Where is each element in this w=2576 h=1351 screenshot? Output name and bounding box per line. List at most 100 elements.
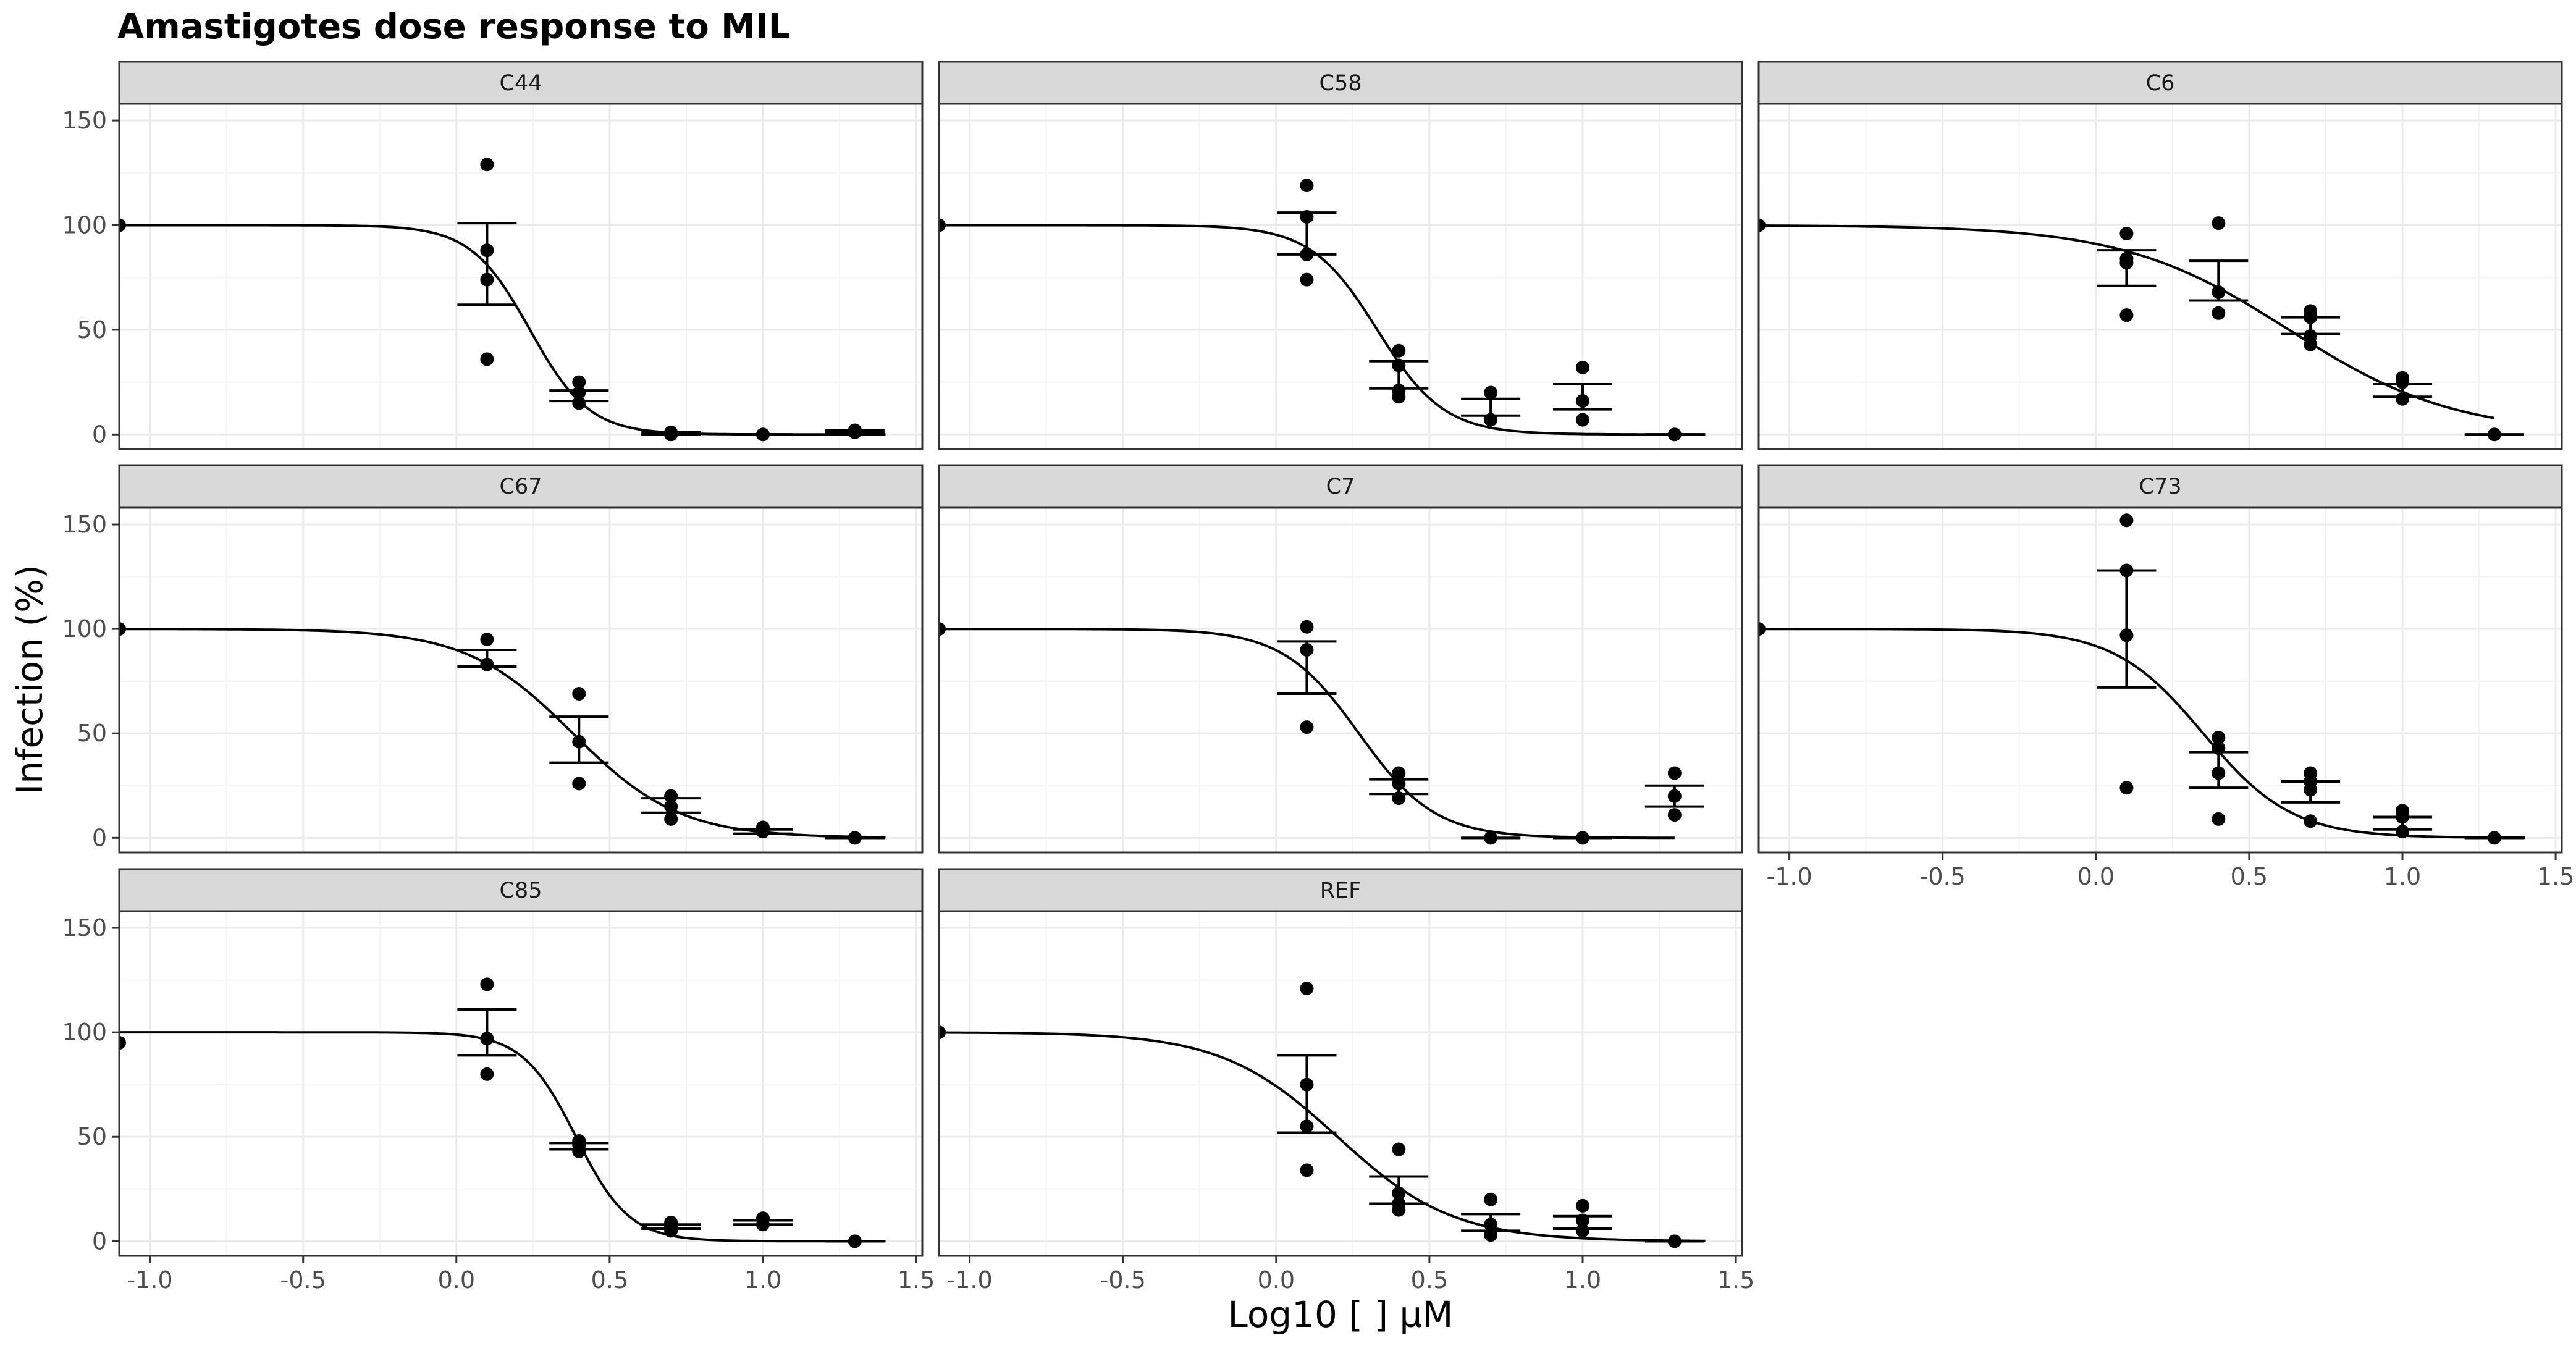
data-points	[1759, 216, 2501, 442]
strip-background	[938, 868, 1743, 912]
x-tick-label: 0.5	[591, 1266, 628, 1294]
data-point	[1392, 1142, 1406, 1156]
strip-background	[118, 464, 924, 508]
data-point	[1484, 385, 1498, 400]
data-point	[848, 1234, 862, 1248]
panel-border	[938, 507, 1743, 854]
panel-border	[118, 910, 924, 1257]
data-point	[1300, 1077, 1314, 1092]
data-point	[1759, 622, 1766, 636]
data-point	[1575, 831, 1589, 845]
data-point	[2304, 783, 2318, 797]
data-point	[1667, 808, 1682, 822]
strip-background	[118, 61, 924, 105]
facet-panel-c44: C44 0 50 100 150	[62, 61, 924, 450]
data-point	[1300, 1163, 1314, 1177]
data-point	[2119, 781, 2134, 795]
data-point	[1300, 1119, 1314, 1134]
data-point	[2304, 814, 2318, 828]
data-point	[1392, 766, 1406, 780]
data-point	[1575, 1198, 1589, 1213]
data-point	[2212, 731, 2226, 744]
strip-label: C44	[500, 71, 542, 96]
data-point	[1667, 427, 1682, 442]
data-point	[572, 686, 586, 701]
panel-border	[118, 103, 924, 450]
data-point	[1300, 620, 1314, 634]
data-point	[1484, 1192, 1498, 1206]
x-tick-label: 1.0	[2384, 863, 2421, 890]
data-point	[664, 789, 678, 803]
data-point	[1300, 247, 1314, 261]
data-point	[119, 218, 126, 232]
data-point	[2212, 306, 2226, 320]
data-point	[1484, 1228, 1498, 1242]
strip-label: REF	[1320, 878, 1362, 903]
x-tick-label: 1.5	[1717, 1266, 1754, 1294]
data-point	[1300, 209, 1314, 224]
data-point	[939, 622, 946, 636]
data-point	[1300, 179, 1314, 193]
x-tick-label: 1.0	[744, 1266, 781, 1294]
data-point	[572, 375, 586, 389]
facet-panel-c7: C7	[938, 464, 1743, 854]
y-tick-label: 0	[92, 421, 107, 448]
data-point	[572, 734, 586, 749]
data-point	[480, 633, 494, 647]
y-tick-label: 150	[62, 511, 107, 538]
data-point	[1759, 218, 1766, 232]
x-tick-label: 0.5	[1411, 1266, 1448, 1294]
x-axis-title: Log10 [ ] µM	[1228, 1294, 1454, 1336]
data-point	[572, 385, 586, 400]
y-tick-label: 0	[92, 824, 107, 851]
fitted-curve	[939, 1031, 1706, 1242]
x-tick-label: -1.0	[127, 1266, 173, 1294]
data-point	[1392, 343, 1406, 358]
error-bar	[457, 222, 517, 306]
x-tick-label: -1.0	[1767, 863, 1812, 890]
x-tick-label: 1.0	[1564, 1266, 1601, 1294]
data-point	[1300, 642, 1314, 657]
y-tick-label: 100	[62, 211, 107, 238]
data-point	[2395, 825, 2409, 839]
y-tick-label: 50	[77, 316, 107, 343]
data-point	[1575, 413, 1589, 427]
x-tick-label: -0.5	[1920, 863, 1966, 890]
strip-background	[1757, 464, 2563, 508]
data-point	[1392, 390, 1406, 404]
data-point	[1575, 360, 1589, 374]
facet-panels: C44 0 50 100 150 C58 C6 C67 0 50 100 150 C7 C73 -1.0 -0…	[62, 61, 2574, 1294]
data-point	[2119, 513, 2134, 528]
data-point	[1484, 831, 1498, 845]
data-point	[1300, 720, 1314, 734]
data-point	[1667, 766, 1682, 780]
panel-border	[118, 507, 924, 854]
strip-background	[118, 868, 924, 912]
fitted-curve	[119, 1031, 886, 1243]
data-point	[939, 1025, 946, 1040]
data-point	[480, 977, 494, 991]
data-point	[2395, 810, 2409, 824]
y-tick-label: 0	[92, 1227, 107, 1255]
data-point	[572, 1144, 586, 1158]
facet-panel-c6: C6	[1757, 61, 2563, 450]
facet-panel-c73: C73 -1.0 -0.5 0.0 0.5 1.0 1.5	[1757, 464, 2574, 890]
y-tick-label: 150	[62, 914, 107, 941]
data-point	[664, 812, 678, 826]
data-point	[480, 657, 494, 671]
data-point	[1575, 394, 1589, 408]
y-tick-label: 100	[62, 1019, 107, 1046]
data-point	[756, 1218, 770, 1232]
data-point	[2119, 227, 2134, 241]
strip-label: C58	[1320, 71, 1362, 96]
data-points	[939, 620, 1682, 845]
facet-panel-ref: REF -1.0 -0.5 0.0 0.5 1.0 1.5	[938, 868, 1754, 1294]
x-tick-label: -0.5	[280, 1266, 326, 1294]
data-point	[2119, 628, 2134, 642]
data-point	[2212, 812, 2226, 826]
data-point	[2395, 392, 2409, 406]
data-point	[2304, 337, 2318, 351]
strip-label: C6	[2146, 71, 2175, 96]
data-points	[119, 622, 862, 845]
chart-title: Amastigotes dose response to MIL	[117, 7, 790, 47]
